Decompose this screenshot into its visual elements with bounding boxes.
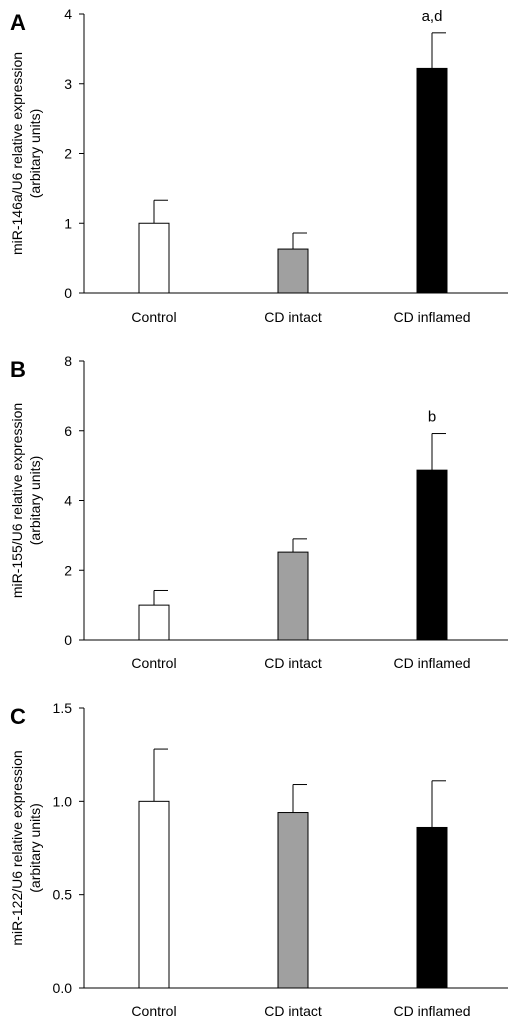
panel-letter-b: B <box>10 357 26 382</box>
bar-cd-intact <box>277 812 309 989</box>
panel-letter-a: A <box>10 10 26 35</box>
significance-label: b <box>428 409 436 426</box>
significance-label: a,d <box>422 8 443 25</box>
y-axis-label-units: (arbitary units) <box>27 803 43 892</box>
bar-cd-intact <box>277 248 309 294</box>
y-tick-label: 0 <box>64 632 72 648</box>
y-tick-label: 6 <box>64 423 72 439</box>
y-tick-label: 1 <box>64 215 72 231</box>
bar-control <box>138 222 170 294</box>
x-tick-label: CD inflamed <box>393 309 470 325</box>
y-axis-label: miR-122/U6 relative expression <box>9 750 25 945</box>
y-tick-label: 2 <box>64 562 72 578</box>
y-axis-label: miR-146a/U6 relative expression <box>9 52 25 255</box>
x-tick-label: CD intact <box>264 1003 322 1019</box>
bar-cd-inflamed <box>416 67 448 294</box>
y-tick-label: 8 <box>64 353 72 369</box>
x-tick-label: CD intact <box>264 655 322 671</box>
y-axis-label: miR-155/U6 relative expression <box>9 403 25 598</box>
y-tick-label: 0.5 <box>53 887 73 903</box>
y-tick-label: 1.5 <box>53 700 73 716</box>
x-tick-label: Control <box>131 1003 176 1019</box>
y-tick-label: 0 <box>64 285 72 301</box>
x-tick-label: CD intact <box>264 309 322 325</box>
y-tick-label: 2 <box>64 146 72 162</box>
x-tick-label: Control <box>131 309 176 325</box>
bar-cd-inflamed <box>416 826 448 989</box>
panel-letter-c: C <box>10 704 26 729</box>
y-tick-label: 4 <box>64 493 72 509</box>
y-tick-label: 4 <box>64 6 72 22</box>
y-axis-label-units: (arbitary units) <box>27 109 43 198</box>
bar-cd-intact <box>277 551 309 641</box>
x-tick-label: Control <box>131 655 176 671</box>
x-tick-label: CD inflamed <box>393 1003 470 1019</box>
bar-control <box>138 800 170 989</box>
bar-cd-inflamed <box>416 469 448 641</box>
x-tick-label: CD inflamed <box>393 655 470 671</box>
bar-control <box>138 604 170 641</box>
y-tick-label: 0.0 <box>53 980 73 996</box>
y-tick-label: 3 <box>64 76 72 92</box>
y-tick-label: 1.0 <box>53 793 73 809</box>
y-axis-label-units: (arbitary units) <box>27 456 43 545</box>
